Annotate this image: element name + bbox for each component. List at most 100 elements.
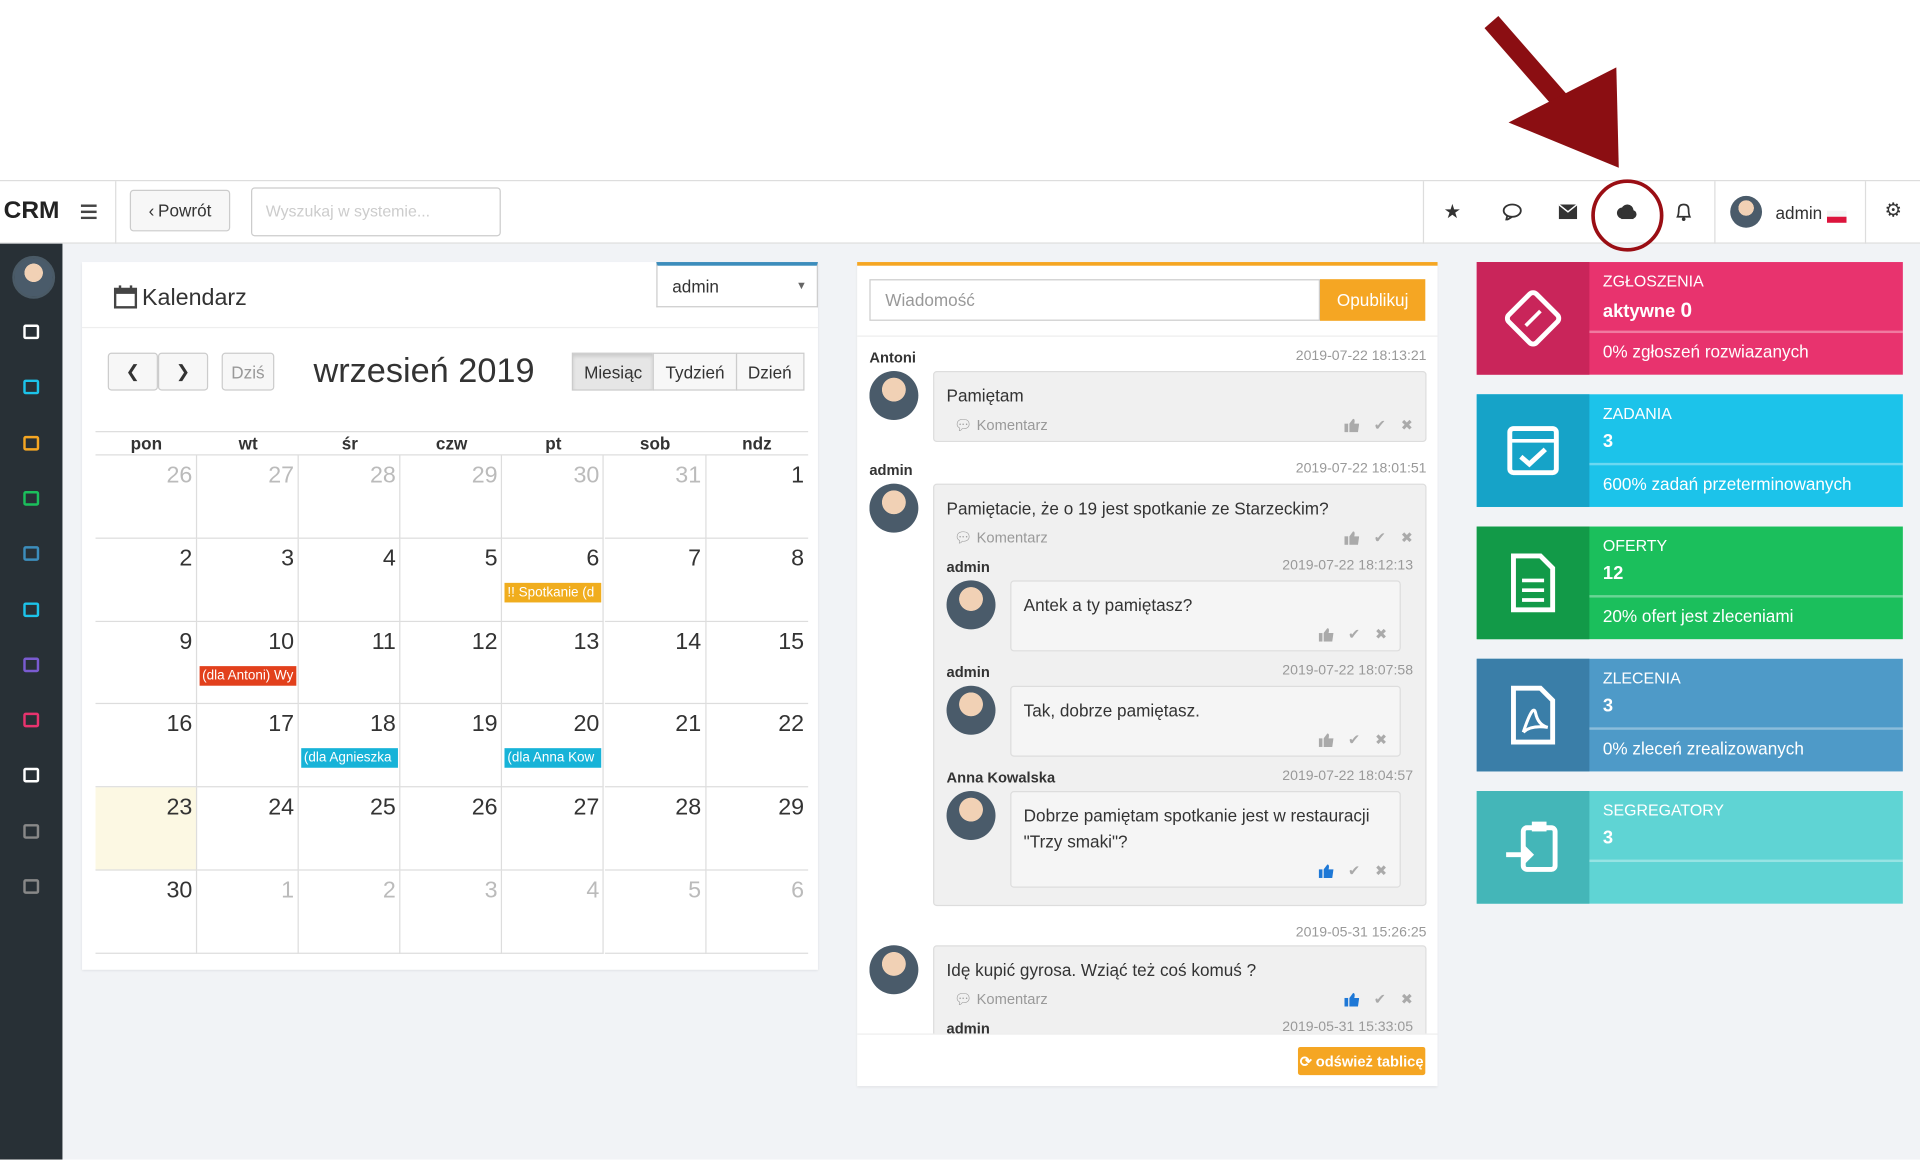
day-cell[interactable]: 3	[400, 870, 503, 954]
view-button[interactable]: Miesiąc	[571, 352, 655, 391]
comment-link[interactable]: 💬︎ Komentarz	[954, 529, 1048, 546]
day-cell[interactable]: 19	[400, 704, 503, 788]
day-cell[interactable]: 13	[502, 621, 605, 705]
sidebar-icon[interactable]	[23, 657, 40, 672]
day-cell[interactable]: 29	[706, 788, 808, 871]
approve-icon[interactable]: ✔	[1373, 416, 1387, 434]
approve-icon[interactable]: ✔	[1373, 990, 1387, 1008]
like-icon[interactable]	[1318, 732, 1334, 747]
day-cell[interactable]: 2	[95, 538, 198, 622]
day-cell[interactable]: 23	[95, 787, 198, 871]
sidebar-icon[interactable]	[23, 435, 40, 451]
like-icon[interactable]	[1318, 627, 1334, 642]
back-button[interactable]: ‹ Powrót	[129, 189, 231, 232]
chat-icon[interactable]	[1502, 203, 1522, 221]
day-cell[interactable]: 21	[604, 704, 707, 788]
sidebar-icon[interactable]	[23, 546, 40, 562]
sidebar-icon[interactable]	[23, 879, 40, 894]
stat-tile[interactable]: ZLECENIA 3 0% zleceń zrealizowanych	[1476, 658, 1903, 772]
day-cell[interactable]: 25	[299, 787, 401, 871]
day-cell[interactable]: 14	[604, 621, 707, 705]
sidebar-icon[interactable]	[23, 601, 40, 617]
day-cell[interactable]: 30	[95, 870, 198, 954]
sidebar-icon[interactable]	[23, 490, 40, 506]
event[interactable]: !! Spotkanie (d	[504, 582, 602, 603]
like-icon[interactable]	[1344, 530, 1360, 545]
day-cell[interactable]: 17	[197, 704, 300, 788]
day-cell[interactable]: 2	[299, 870, 401, 954]
day-cell[interactable]: 26	[95, 455, 198, 539]
like-icon[interactable]	[1344, 992, 1360, 1006]
day-cell[interactable]: 27	[502, 787, 605, 871]
sidebar-icon[interactable]	[23, 823, 40, 839]
day-cell[interactable]: 6 !! Spotkanie (d	[502, 538, 605, 622]
approve-icon[interactable]: ✔	[1348, 625, 1361, 643]
day-cell[interactable]: 22	[706, 705, 808, 788]
stat-tile[interactable]: SEGREGATORY 3	[1476, 791, 1903, 904]
delete-icon[interactable]: ✖	[1400, 990, 1414, 1008]
day-cell[interactable]: 11	[299, 621, 401, 705]
bell-icon[interactable]	[1675, 202, 1692, 222]
day-cell[interactable]: 4	[502, 870, 605, 954]
day-cell[interactable]: 18 (dla Agnieszka	[299, 704, 401, 788]
day-cell[interactable]: 8	[706, 539, 808, 622]
approve-icon[interactable]: ✔	[1348, 731, 1361, 749]
day-cell[interactable]: 7	[604, 538, 707, 622]
day-cell[interactable]: 16	[95, 704, 198, 788]
day-cell[interactable]: 5	[604, 870, 707, 954]
day-cell[interactable]: 10 (dla Antoni) Wy	[197, 621, 300, 705]
comment-link[interactable]: 💬︎ Komentarz	[954, 416, 1048, 433]
event[interactable]: (dla Anna Kow	[504, 748, 602, 769]
day-cell[interactable]: 3	[197, 538, 300, 622]
comment-link[interactable]: 💬︎ Komentarz	[954, 991, 1048, 1008]
day-cell[interactable]: 31	[604, 455, 707, 539]
event[interactable]: (dla Antoni) Wy	[199, 665, 297, 686]
favorites-icon[interactable]: ★	[1443, 202, 1462, 223]
stat-tile[interactable]: ZADANIA 3 600% zadań przeterminowanych	[1476, 394, 1903, 507]
sidebar-avatar[interactable]	[12, 255, 56, 299]
search-input[interactable]: Wyszukaj w systemie...	[251, 187, 501, 237]
sidebar-icon[interactable]	[23, 712, 40, 728]
refresh-button[interactable]: ⟳ odśwież tablicę	[1297, 1046, 1426, 1076]
day-cell[interactable]: 12	[400, 621, 503, 705]
delete-icon[interactable]: ✖	[1375, 731, 1388, 749]
sidebar-icon[interactable]	[23, 768, 40, 783]
settings-icon[interactable]: ⚙	[1884, 200, 1903, 222]
day-cell[interactable]: 30	[502, 455, 605, 539]
day-cell[interactable]: 15	[706, 622, 808, 705]
message-input[interactable]: Wiadomość	[869, 279, 1321, 321]
like-icon[interactable]	[1318, 863, 1334, 878]
event[interactable]: (dla Agnieszka	[301, 748, 399, 769]
like-icon[interactable]	[1344, 418, 1360, 432]
menu-icon[interactable]	[80, 204, 97, 220]
day-cell[interactable]: 4	[299, 538, 401, 622]
day-cell[interactable]: 28	[604, 787, 707, 871]
sidebar-icon[interactable]	[23, 379, 40, 395]
stat-tile[interactable]: OFERTY 12 20% ofert jest zleceniami	[1476, 526, 1903, 640]
approve-icon[interactable]: ✔	[1348, 862, 1361, 880]
prev-button[interactable]: ❮	[107, 352, 158, 391]
day-cell[interactable]: 28	[299, 455, 401, 539]
delete-icon[interactable]: ✖	[1400, 528, 1414, 547]
sidebar-icon[interactable]	[23, 324, 40, 340]
delete-icon[interactable]: ✖	[1400, 416, 1414, 434]
mail-icon[interactable]	[1558, 204, 1578, 220]
user-avatar[interactable]	[1730, 195, 1763, 228]
view-button[interactable]: Tydzień	[653, 352, 737, 391]
day-cell[interactable]: 1	[706, 456, 808, 539]
user-name[interactable]: admin	[1775, 203, 1823, 223]
day-cell[interactable]: 5	[400, 538, 503, 622]
cloud-icon[interactable]	[1615, 204, 1637, 220]
publish-button[interactable]: Opublikuj	[1320, 279, 1426, 321]
day-cell[interactable]: 9	[95, 621, 198, 705]
delete-icon[interactable]: ✖	[1375, 625, 1388, 643]
day-cell[interactable]: 26	[400, 787, 503, 871]
view-button[interactable]: Dzień	[735, 352, 804, 391]
day-cell[interactable]: 27	[197, 455, 300, 539]
day-cell[interactable]: 1	[197, 870, 300, 954]
user-select[interactable]: admin ▼	[656, 262, 818, 308]
today-button[interactable]: Dziś	[221, 352, 275, 391]
day-cell[interactable]: 20 (dla Anna Kow	[502, 704, 605, 788]
day-cell[interactable]: 24	[197, 787, 300, 871]
delete-icon[interactable]: ✖	[1375, 862, 1388, 880]
